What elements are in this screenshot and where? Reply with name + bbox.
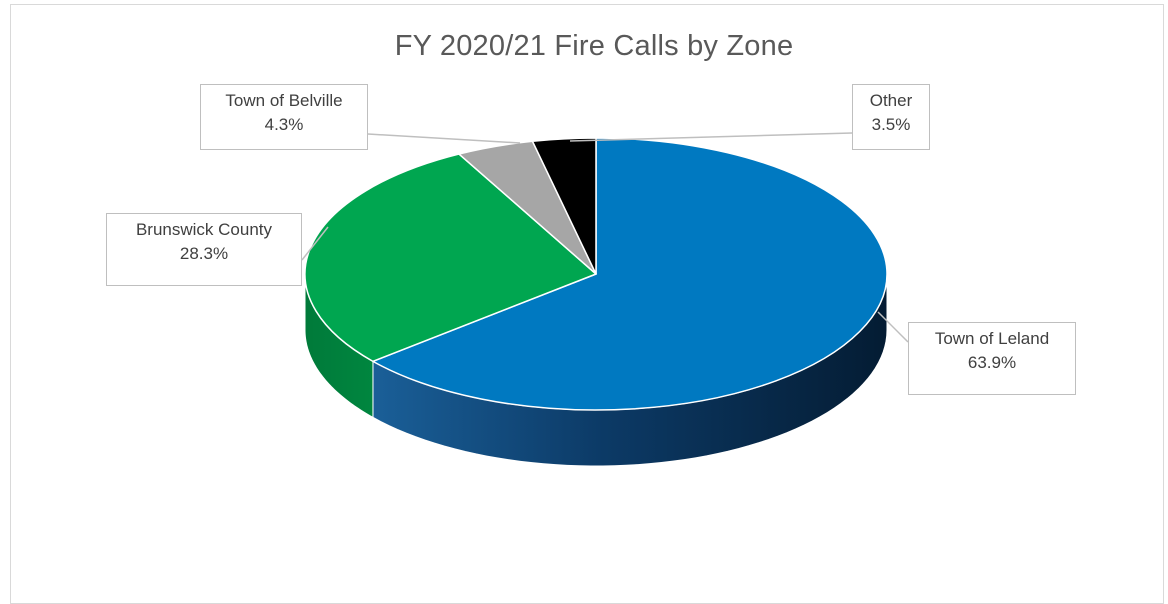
- data-label-category: Brunswick County: [135, 220, 273, 239]
- leader-line-town-of-belville: [367, 133, 521, 144]
- data-label-town-of-leland: Town of Leland 63.9%: [908, 322, 1076, 395]
- data-label-value: 63.9%: [967, 353, 1017, 372]
- pie-chart: [301, 132, 909, 467]
- leader-line-town-of-leland: [877, 311, 909, 343]
- data-label-other: Other 3.5%: [852, 84, 930, 150]
- data-label-category: Town of Leland: [934, 329, 1050, 348]
- pie-slice-other: [531, 137, 597, 275]
- chart-title: FY 2020/21 Fire Calls by Zone: [394, 30, 794, 62]
- data-label-town-of-belville: Town of Belville 4.3%: [200, 84, 368, 150]
- leader-line-brunswick-county: [301, 226, 329, 261]
- data-label-value: 4.3%: [264, 115, 304, 134]
- data-label-value: 3.5%: [871, 115, 911, 134]
- data-label-category: Town of Belville: [225, 91, 343, 110]
- data-label-brunswick-county: Brunswick County 28.3%: [106, 213, 302, 286]
- leader-line-other: [569, 132, 853, 142]
- pie-slice-town-of-leland: [372, 137, 888, 411]
- data-label-value: 28.3%: [179, 244, 229, 263]
- pie-slice-brunswick-county: [304, 153, 597, 363]
- data-label-category: Other: [869, 91, 913, 110]
